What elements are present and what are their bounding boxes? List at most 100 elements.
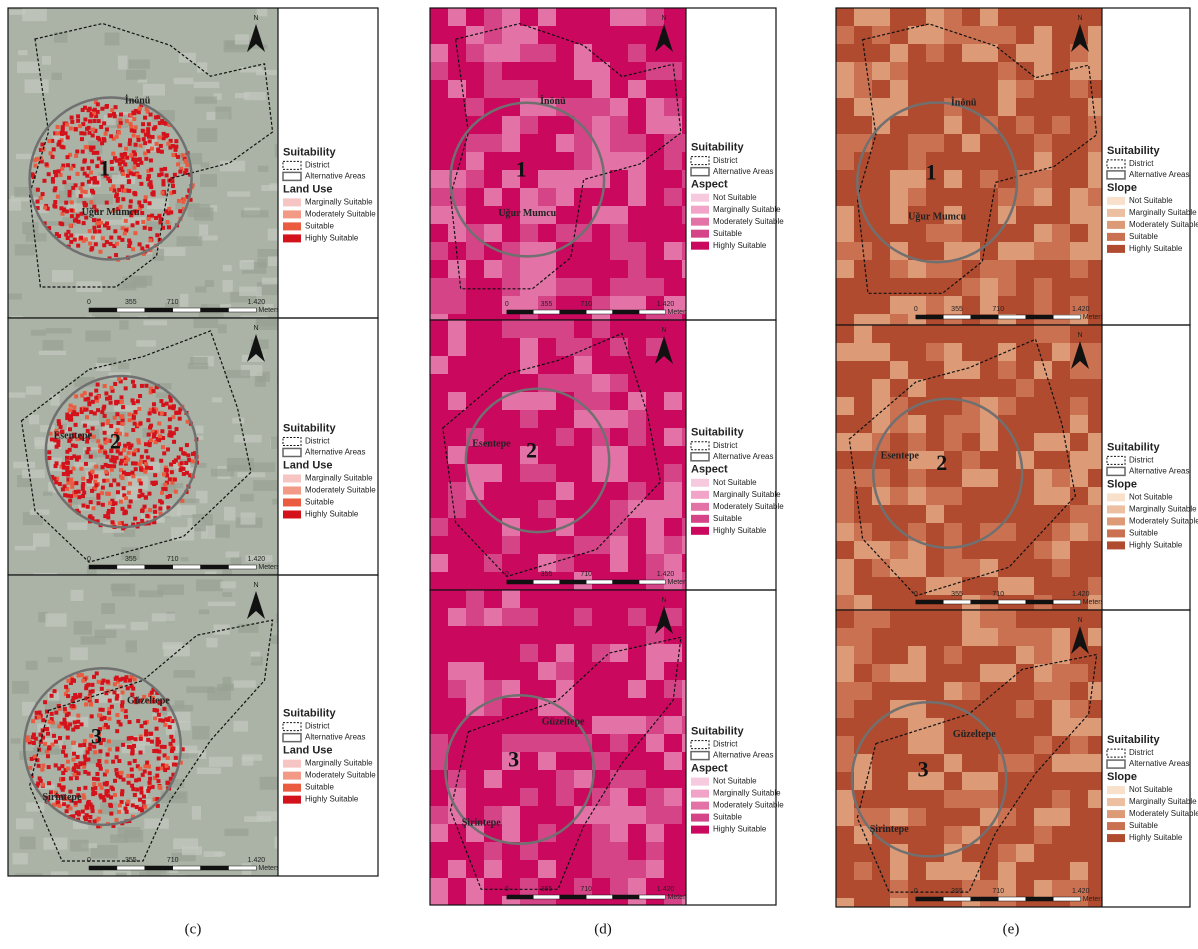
suitable-cell	[89, 500, 93, 504]
raster-cell	[628, 188, 646, 206]
suitable-cell	[165, 468, 169, 472]
raster-cell	[962, 487, 980, 505]
suitable-cell	[175, 427, 179, 431]
suitable-cell	[91, 809, 95, 813]
suitable-cell	[58, 804, 62, 808]
raster-cell	[484, 590, 502, 608]
raster-cell	[944, 343, 962, 361]
suitable-cell	[66, 694, 70, 698]
suitable-cell	[110, 705, 114, 709]
suitable-cell	[130, 751, 134, 755]
north-label: N	[1077, 617, 1082, 624]
raster-cell	[908, 664, 926, 682]
raster-cell	[872, 790, 890, 808]
raster-cell	[664, 824, 682, 842]
raster-cell	[682, 842, 700, 860]
raster-cell	[926, 415, 944, 433]
raster-cell	[944, 8, 962, 26]
suitable-cell	[69, 776, 73, 780]
suitable-cell	[170, 470, 174, 474]
raster-cell	[1070, 80, 1088, 98]
suitable-cell	[100, 717, 104, 721]
suitable-cell	[157, 438, 161, 442]
suitable-cell	[147, 433, 151, 437]
suitable-cell	[85, 813, 89, 817]
raster-cell	[574, 62, 592, 80]
suitable-cell	[127, 244, 131, 248]
suitable-cell	[84, 397, 88, 401]
terrain	[218, 324, 227, 333]
suitable-cell	[179, 466, 183, 470]
raster-cell	[664, 278, 682, 296]
raster-cell	[1034, 325, 1052, 343]
raster-cell	[628, 536, 646, 554]
suitable-cell	[142, 137, 146, 141]
scale-bar	[943, 600, 970, 604]
suitable-cell	[124, 147, 128, 151]
suitable-cell	[109, 401, 113, 405]
suitable-cell	[92, 218, 96, 222]
raster-cell	[520, 554, 538, 572]
terrain	[51, 871, 69, 875]
raster-cell	[1034, 754, 1052, 772]
suitable-cell	[150, 192, 154, 196]
raster-cell	[484, 8, 502, 26]
raster-cell	[1034, 397, 1052, 415]
raster-cell	[610, 644, 628, 662]
raster-cell	[1088, 646, 1106, 664]
raster-cell	[664, 734, 682, 752]
raster-cell	[1088, 44, 1106, 62]
suitable-cell	[47, 456, 51, 460]
suitable-cell	[108, 501, 112, 505]
suitable-cell	[171, 406, 175, 410]
terrain	[67, 522, 87, 529]
raster-cell	[448, 392, 466, 410]
raster-cell	[520, 824, 538, 842]
raster-cell	[854, 415, 872, 433]
suitable-cell	[147, 217, 151, 221]
suitable-cell	[53, 188, 57, 192]
raster-cell	[592, 170, 610, 188]
raster-cell	[1016, 152, 1034, 170]
north-label: N	[661, 327, 666, 334]
raster-cell	[574, 80, 592, 98]
terrain	[14, 187, 38, 197]
suitable-cell	[159, 144, 163, 148]
raster-cell	[646, 734, 664, 752]
place-label: Şirintepe	[462, 817, 501, 828]
raster-cell	[1034, 415, 1052, 433]
raster-cell	[502, 698, 520, 716]
suitable-cell	[174, 490, 178, 494]
raster-cell	[944, 505, 962, 523]
raster-cell	[448, 296, 466, 314]
suitable-cell	[81, 477, 85, 481]
suitable-cell	[65, 809, 69, 813]
legend-title: Suitability	[691, 142, 744, 154]
suitable-cell	[42, 179, 46, 183]
place-label: İnönü	[540, 95, 566, 107]
map-panel: 3GüzeltepeŞirintepeN03557101.420MetersSu…	[8, 575, 378, 889]
suitable-cell	[129, 122, 133, 126]
suitable-cell	[132, 452, 136, 456]
raster-cell	[1052, 62, 1070, 80]
legend-swatch	[1107, 798, 1125, 806]
raster-cell	[574, 644, 592, 662]
suitable-cell	[174, 411, 178, 415]
suitable-cell	[66, 760, 70, 764]
suitable-cell	[104, 723, 108, 727]
suitable-cell	[127, 745, 131, 749]
suitable-cell	[155, 727, 159, 731]
legend-label: Highly Suitable	[1129, 244, 1183, 253]
terrain	[123, 277, 147, 288]
raster-cell	[628, 356, 646, 374]
raster-cell	[872, 170, 890, 188]
suitable-cell	[142, 800, 146, 804]
terrain	[261, 185, 281, 191]
suitable-cell	[138, 489, 142, 493]
raster-cell	[890, 523, 908, 541]
raster-cell	[448, 518, 466, 536]
suitable-cell	[157, 779, 161, 783]
raster-cell	[836, 343, 854, 361]
suitable-cell	[106, 226, 110, 230]
suitable-cell	[59, 206, 63, 210]
